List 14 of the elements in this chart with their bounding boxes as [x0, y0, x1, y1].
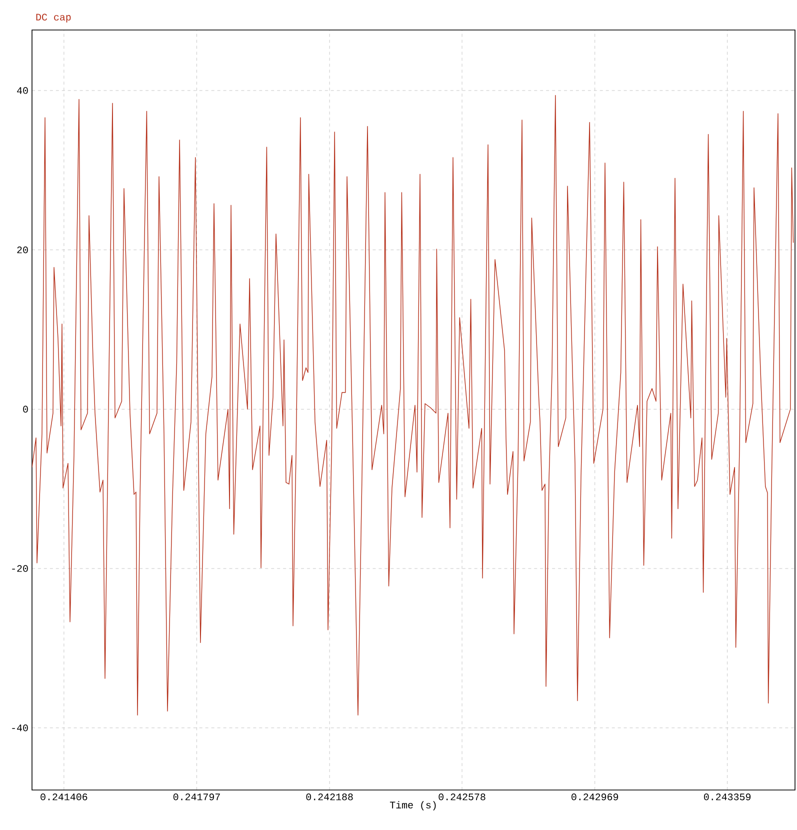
y-tick-label: -20: [12, 565, 28, 572]
x-tick-label: 0.243359: [704, 794, 751, 800]
chart-title: DC cap: [36, 14, 71, 22]
y-tick-label: 0: [23, 406, 28, 413]
x-tick-label: 0.242188: [306, 794, 353, 800]
x-tick-label: 0.242969: [572, 794, 618, 800]
y-tick-label: 20: [17, 246, 28, 254]
x-tick-label: 0.241406: [40, 794, 88, 800]
x-axis-title: Time (s): [390, 801, 436, 810]
line-series: [32, 94, 794, 716]
y-tick-label: 40: [17, 87, 28, 94]
y-tick-label: -40: [12, 724, 28, 732]
x-tick-label: 0.242578: [438, 794, 486, 800]
x-tick-label: 0.241797: [173, 794, 220, 800]
